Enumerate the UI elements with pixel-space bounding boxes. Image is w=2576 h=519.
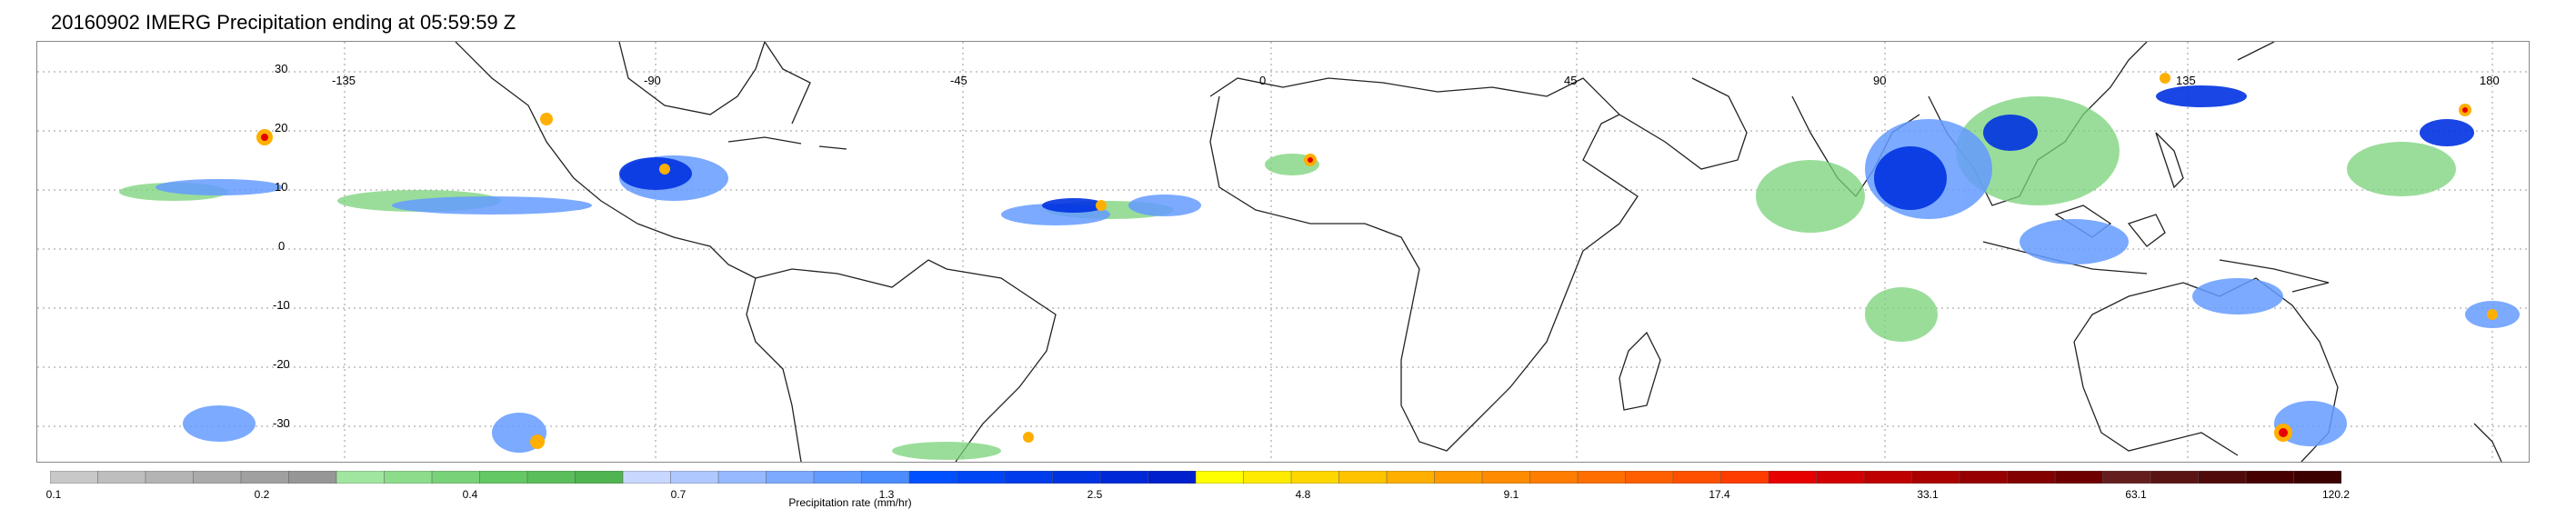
colorbar-swatch	[2245, 471, 2295, 484]
lat-label: 10	[275, 180, 288, 194]
colorbar-swatch	[1577, 471, 1627, 484]
colorbar-swatch	[240, 471, 290, 484]
precipitation-field	[119, 73, 2520, 460]
colorbar-swatch	[1816, 471, 1865, 484]
colorbar-swatch	[1863, 471, 1913, 484]
colorbar-swatch	[1148, 471, 1197, 484]
colorbar-tick-label: 0.2	[254, 488, 270, 501]
colorbar-tick-label: 63.1	[2125, 488, 2147, 501]
lat-label: 0	[278, 239, 286, 253]
colorbar-swatch	[1052, 471, 1101, 484]
colorbar-swatch	[526, 471, 576, 484]
colorbar-tick-label: 1.3	[878, 488, 895, 501]
colorbar-swatch	[1625, 471, 1674, 484]
lon-label: 180	[2480, 74, 2500, 87]
lon-label: -135	[332, 74, 356, 87]
colorbar-swatch	[670, 471, 719, 484]
colorbar-tick-label: 120.2	[2321, 488, 2350, 501]
colorbar-swatch	[717, 471, 767, 484]
colorbar-swatch	[1099, 471, 1149, 484]
colorbar-swatch	[1386, 471, 1436, 484]
colorbar-tick-label: 0.1	[45, 488, 62, 501]
colorbar-swatch	[145, 471, 195, 484]
colorbar-swatch	[1434, 471, 1483, 484]
coastlines	[455, 42, 2502, 462]
colorbar-swatch	[957, 471, 1006, 484]
lat-label: -20	[273, 357, 290, 371]
colorbar-swatch	[2150, 471, 2200, 484]
colorbar-swatch	[1768, 471, 1818, 484]
lat-label: -10	[273, 298, 290, 312]
colorbar-swatch	[813, 471, 863, 484]
colorbar-tick-label: 4.8	[1295, 488, 1311, 501]
colorbar-swatch	[431, 471, 481, 484]
lat-label: 30	[275, 62, 288, 75]
colorbar-swatch	[1481, 471, 1531, 484]
colorbar-swatch	[193, 471, 242, 484]
colorbar-swatch	[861, 471, 910, 484]
colorbar-swatch	[97, 471, 146, 484]
colorbar-swatch	[2198, 471, 2247, 484]
colorbar-swatch	[2293, 471, 2341, 484]
colorbar-swatch	[479, 471, 528, 484]
colorbar-swatch	[1911, 471, 1960, 484]
lon-label: -90	[644, 74, 661, 87]
graticule	[37, 42, 2529, 462]
lon-label: 0	[1259, 74, 1267, 87]
lon-label: 90	[1873, 74, 1887, 87]
colorbar-swatch	[2102, 471, 2151, 484]
lat-label: -30	[273, 416, 290, 430]
colorbar-swatch	[575, 471, 624, 484]
colorbar-swatch	[1195, 471, 1245, 484]
colorbar-tick-label: 33.1	[1917, 488, 1939, 501]
colorbar-swatch	[2054, 471, 2104, 484]
colorbar-swatch	[1243, 471, 1292, 484]
lon-label: -45	[950, 74, 967, 87]
colorbar-swatch	[384, 471, 433, 484]
colorbar-tick-label: 9.1	[1503, 488, 1519, 501]
colorbar-swatch	[1720, 471, 1769, 484]
lat-label: 20	[275, 121, 288, 135]
colorbar-swatch	[50, 471, 99, 484]
colorbar-tick-label: 0.7	[670, 488, 687, 501]
colorbar-swatch	[622, 471, 672, 484]
colorbar-swatch	[1672, 471, 1722, 484]
colorbar-swatch	[1959, 471, 2009, 484]
lon-label: 135	[2176, 74, 2196, 87]
lon-label: 45	[1564, 74, 1578, 87]
colorbar-swatch	[1338, 471, 1388, 484]
colorbar-tick-label: 2.5	[1087, 488, 1103, 501]
colorbar-swatch	[1529, 471, 1579, 484]
colorbar-tick-label: 17.4	[1709, 488, 1730, 501]
map-title: 20160902 IMERG Precipitation ending at 0…	[51, 11, 516, 34]
colorbar	[50, 471, 2341, 484]
precipitation-map	[36, 41, 2530, 463]
colorbar-swatch	[288, 471, 337, 484]
colorbar-swatch	[336, 471, 386, 484]
colorbar-swatch	[766, 471, 815, 484]
colorbar-swatch	[2007, 471, 2056, 484]
colorbar-title: Precipitation rate (mm/hr)	[788, 496, 912, 509]
colorbar-tick-label: 0.4	[462, 488, 478, 501]
colorbar-swatch	[1004, 471, 1054, 484]
colorbar-swatch	[908, 471, 958, 484]
colorbar-swatch	[1290, 471, 1340, 484]
